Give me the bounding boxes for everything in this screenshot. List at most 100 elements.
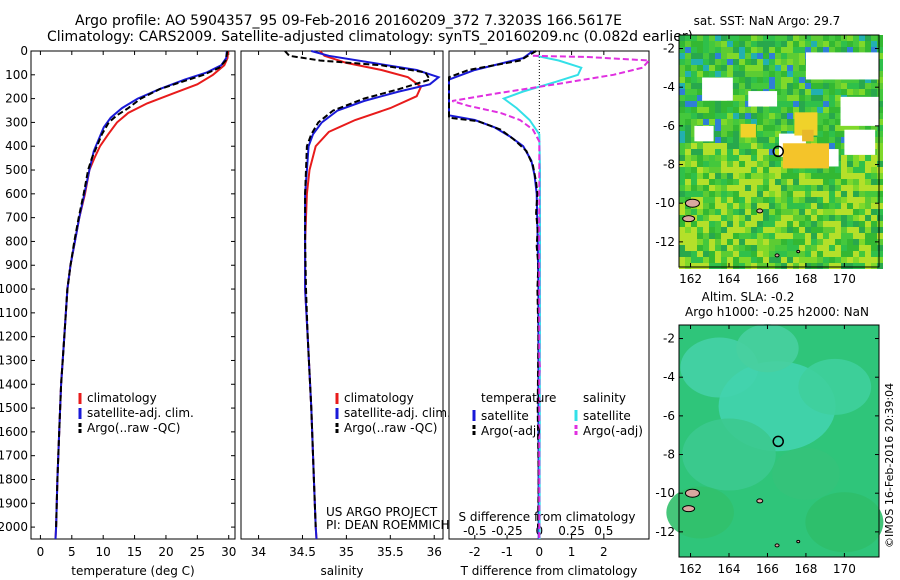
map-cell	[805, 83, 811, 89]
map-cell	[751, 83, 757, 89]
map-cell	[751, 35, 757, 41]
map-cell	[835, 209, 841, 215]
map-cell	[739, 119, 745, 125]
map-cell	[685, 239, 691, 245]
map-cell	[877, 155, 883, 161]
map-cell	[865, 125, 871, 131]
map-cell	[805, 95, 811, 101]
map-cell	[865, 77, 871, 83]
map-cell	[733, 65, 739, 71]
y-tick-label: -6	[663, 119, 675, 133]
map-cell	[769, 137, 775, 143]
map-cell	[745, 113, 751, 119]
map-cell	[799, 77, 805, 83]
map-cell	[847, 191, 853, 197]
map-cell	[733, 239, 739, 245]
map-cell	[721, 65, 727, 71]
map-cell	[799, 35, 805, 41]
map-cell	[871, 203, 877, 209]
map-cell	[835, 77, 841, 83]
warm-patch	[802, 129, 814, 142]
map-cell	[817, 203, 823, 209]
map-cell	[823, 125, 829, 131]
map-cell	[679, 119, 685, 125]
project-credit: PI: DEAN ROEMMICH	[326, 518, 449, 532]
plot-frame	[448, 50, 650, 540]
map-cell	[775, 155, 781, 161]
x-tick-label: 20	[158, 545, 173, 559]
map-cell	[793, 77, 799, 83]
map-cell	[847, 161, 853, 167]
map-cell	[721, 119, 727, 125]
map-cell	[847, 155, 853, 161]
series-line	[55, 50, 229, 528]
map-cell	[871, 35, 877, 41]
map-cell	[727, 167, 733, 173]
map-cell	[871, 221, 877, 227]
map-cell	[763, 149, 769, 155]
map-cell	[721, 185, 727, 191]
timestamp-stamp: ©IMOS 16-Feb-2016 20:39:04	[883, 383, 896, 548]
map-cell	[697, 221, 703, 227]
map-cell	[841, 203, 847, 209]
map-cell	[793, 71, 799, 77]
map-cell	[757, 263, 763, 269]
map-cell	[703, 173, 709, 179]
map-cell	[829, 77, 835, 83]
map-cell	[763, 227, 769, 233]
map-cell	[823, 251, 829, 257]
map-cell	[763, 203, 769, 209]
map-cell	[859, 83, 865, 89]
map-cell	[847, 83, 853, 89]
map-cell	[799, 179, 805, 185]
map-cell	[841, 197, 847, 203]
map-cell	[811, 185, 817, 191]
map-cell	[781, 35, 787, 41]
map-cell	[811, 203, 817, 209]
map-cell	[685, 245, 691, 251]
map-cell	[775, 53, 781, 59]
map-cell	[715, 107, 721, 113]
map-cell	[745, 95, 751, 101]
map-cell	[787, 59, 793, 65]
map-cell	[703, 239, 709, 245]
map-cell	[829, 245, 835, 251]
map-cell	[841, 227, 847, 233]
map-cell	[769, 191, 775, 197]
map-cell	[775, 119, 781, 125]
map-cell	[745, 185, 751, 191]
map-cell	[847, 41, 853, 47]
map-cell	[775, 113, 781, 119]
map-cell	[703, 227, 709, 233]
map-cell	[751, 251, 757, 257]
map-cell	[853, 215, 859, 221]
map-cell	[877, 215, 883, 221]
map-cell	[745, 53, 751, 59]
map-cell	[859, 197, 865, 203]
y-tick-label: 200	[5, 92, 28, 106]
map-cell	[769, 155, 775, 161]
map-cell	[727, 227, 733, 233]
map-cell	[871, 167, 877, 173]
map-cell	[679, 155, 685, 161]
map-cell	[769, 71, 775, 77]
map-cell	[745, 155, 751, 161]
map-cell	[739, 161, 745, 167]
map-cell	[733, 263, 739, 269]
map-cell	[817, 89, 823, 95]
map-cell	[775, 35, 781, 41]
map-cell	[823, 227, 829, 233]
map-cell	[751, 107, 757, 113]
map-cell	[871, 251, 877, 257]
map-cell	[787, 179, 793, 185]
map-cell	[685, 191, 691, 197]
map-cell	[775, 107, 781, 113]
map-cell	[841, 77, 847, 83]
map-cell	[829, 119, 835, 125]
map-cell	[775, 245, 781, 251]
map-cell	[865, 161, 871, 167]
map-cell	[775, 89, 781, 95]
map-cell	[727, 173, 733, 179]
map-cell	[727, 155, 733, 161]
